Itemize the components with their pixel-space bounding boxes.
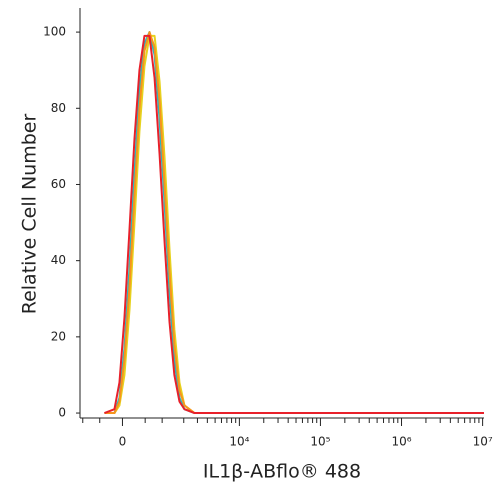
histogram-line	[104, 31, 484, 415]
y-tick-label: 0	[58, 406, 66, 420]
x-tick-label: 0	[119, 435, 127, 449]
histogram-line	[104, 34, 484, 415]
y-tick-label: 40	[51, 253, 66, 267]
x-tick-label: 10⁵	[310, 435, 330, 449]
x-tick-label: 10⁴	[229, 435, 249, 449]
x-tick-label: 10⁷	[473, 435, 493, 449]
y-tick-label: 80	[51, 101, 66, 115]
x-axis-label: IL1β-ABflo® 488	[203, 461, 361, 483]
y-tick-label: 60	[51, 177, 66, 191]
y-axis-label: Relative Cell Number	[19, 114, 41, 315]
histogram-line	[104, 34, 484, 415]
histogram-line	[104, 31, 484, 415]
y-tick-label: 100	[43, 25, 66, 39]
x-tick-label: 10⁶	[391, 435, 411, 449]
y-tick-label: 20	[51, 329, 66, 343]
